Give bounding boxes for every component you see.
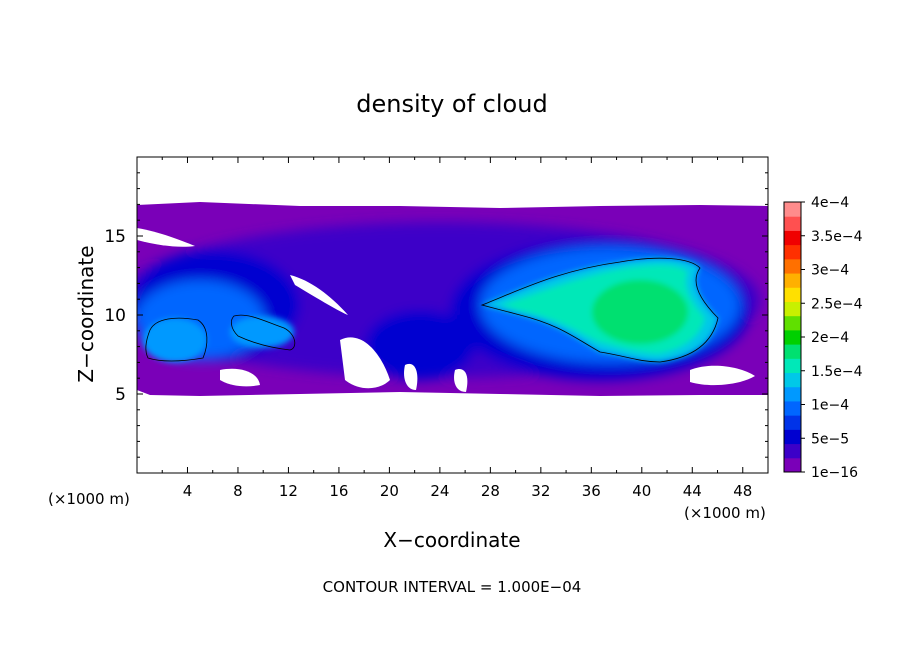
- colorbar-swatch: [784, 457, 801, 473]
- x-unit-label-right: (×1000 m): [684, 504, 766, 522]
- x-tick-label: 36: [582, 482, 601, 500]
- y-axis-ticks: 5 10 15: [104, 172, 768, 458]
- x-tick-label: 4: [183, 482, 193, 500]
- colorbar-label: 1.5e−4: [811, 364, 863, 380]
- y-axis-label: Z−coordinate: [74, 245, 98, 382]
- gap-1: [137, 228, 195, 247]
- cloud-field: [137, 202, 768, 396]
- colorbar-swatch: [784, 244, 801, 260]
- contour-interval-note: CONTOUR INTERVAL = 1.000E−04: [323, 578, 582, 596]
- colorbar-swatch: [784, 287, 801, 302]
- contour-line-left-a: [145, 317, 208, 362]
- colorbar-swatch: [784, 230, 801, 246]
- colorbar-swatch: [784, 202, 801, 217]
- colorbar-label: 3.5e−4: [811, 229, 863, 245]
- contour-line-left-b: [230, 314, 296, 351]
- colorbar-swatch: [784, 344, 801, 359]
- x-tick-label: 48: [733, 482, 752, 500]
- colorbar-swatch: [784, 429, 801, 445]
- colorbar-label: 1e−4: [811, 398, 849, 414]
- contour-line-right: [480, 257, 719, 363]
- y-tick-label: 10: [104, 306, 126, 326]
- colorbar: 1e−16 5e−5 1e−4 1.5e−4 2e−4 2.5e−4 3e−4 3.5e−4 4…: [783, 195, 863, 481]
- colorbar-swatch: [784, 273, 801, 288]
- colorbar-label: 1e−16: [811, 465, 858, 481]
- cloud-core-left-a: [143, 318, 207, 362]
- x-tick-label: 12: [279, 482, 298, 500]
- y-tick-label: 5: [115, 385, 126, 405]
- gap-5: [690, 365, 755, 386]
- cloud-core-right-green: [592, 280, 688, 344]
- colorbar-swatch: [784, 415, 801, 430]
- cloud-core-left-b: [230, 316, 294, 348]
- x-tick-label: 28: [481, 482, 500, 500]
- x-tick-label: 8: [233, 482, 243, 500]
- colorbar-swatch: [784, 301, 801, 317]
- x-tick-label: 24: [430, 482, 449, 500]
- colorbar-swatch: [784, 372, 801, 388]
- x-axis-ticks: 4 8 12 16 20 24 28 32 36 40 44 48: [161, 157, 752, 500]
- x-tick-label: 44: [683, 482, 702, 500]
- x-axis-label: X−coordinate: [383, 528, 520, 552]
- colorbar-swatch: [784, 400, 801, 416]
- x-tick-label: 16: [329, 482, 348, 500]
- gap-7: [454, 369, 468, 392]
- colorbar-label: 3e−4: [811, 263, 849, 279]
- colorbar-label: 4e−4: [811, 195, 849, 211]
- x-tick-label: 32: [531, 482, 550, 500]
- cloud-band-blue-mid: [365, 310, 475, 380]
- chart-title: density of cloud: [356, 90, 547, 118]
- gap-3: [340, 337, 390, 389]
- colorbar-swatch: [784, 315, 801, 331]
- gap-2: [290, 275, 348, 315]
- colorbar-swatch: [784, 258, 801, 274]
- x-tick-label: 40: [632, 482, 651, 500]
- gap-4: [220, 368, 260, 387]
- gap-6: [404, 363, 418, 390]
- colorbar-swatch: [784, 443, 801, 459]
- colorbar-swatch: [784, 329, 801, 345]
- colorbar-label: 2e−4: [811, 330, 849, 346]
- x-tick-label: 20: [380, 482, 399, 500]
- colorbar-label: 5e−5: [811, 431, 849, 447]
- colorbar-swatch: [784, 386, 801, 402]
- colorbar-label: 2.5e−4: [811, 296, 863, 312]
- x-unit-label-left: (×1000 m): [48, 490, 130, 508]
- colorbar-swatch: [784, 216, 801, 231]
- colorbar-swatch: [784, 358, 801, 374]
- y-tick-label: 15: [104, 227, 126, 247]
